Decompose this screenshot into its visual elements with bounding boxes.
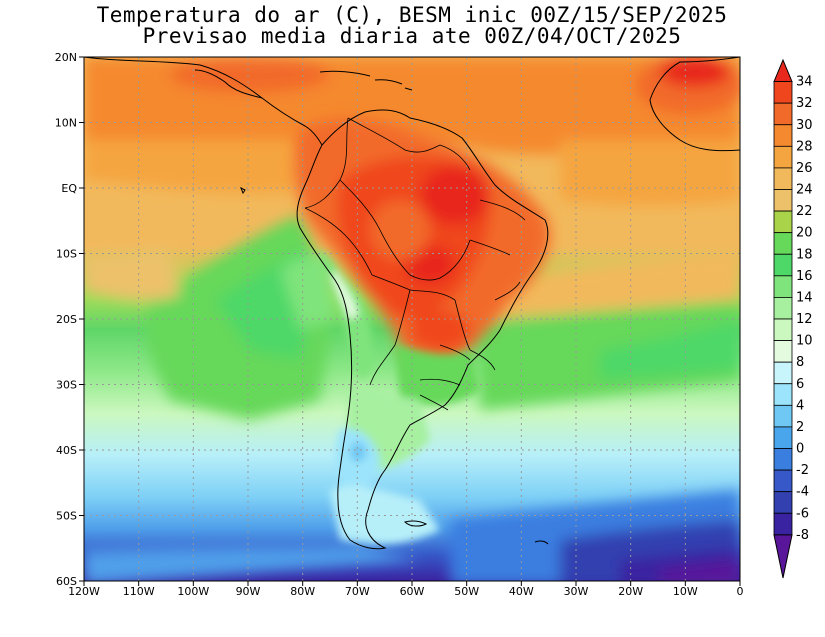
colorbar-label: 16 [796,269,813,284]
colorbar-label: 20 [796,226,813,241]
colorbar-bottom-arrow [773,534,793,579]
lon-label: 20W [618,585,643,598]
lat-label: 10S [56,248,77,261]
colorbar-label: 34 [796,75,813,90]
colorbar-swatch [773,512,793,536]
country-borders [304,117,526,411]
lon-label: 120W [68,585,100,598]
lat-label: 40S [56,444,77,457]
lon-label: 110W [123,585,155,598]
colorbar-swatch [773,448,793,471]
colorbar-top-arrow [773,58,793,83]
colorbar-label: 4 [796,398,804,413]
coastlines [84,57,740,550]
lat-label: 20N [55,51,77,64]
colorbar-swatch [773,404,793,428]
lon-label: 60W [400,585,425,598]
colorbar-swatch [773,361,793,385]
colorbar-label: 24 [796,183,813,198]
temperature-field [84,57,740,581]
lon-label: 30W [564,585,589,598]
colorbar-label: 14 [796,290,813,305]
lat-label: EQ [61,182,77,195]
andes-cool-strip [318,250,480,546]
colorbar-label: 26 [796,161,813,176]
lon-label: 10W [673,585,698,598]
colorbar-swatch [773,318,793,341]
colorbar-swatch [773,102,793,126]
lat-lon-grid [84,57,740,581]
colorbar-label: 22 [796,204,813,219]
lon-label: 100W [177,585,209,598]
colorbar-swatch [773,81,793,104]
continent-warm-core [294,118,551,374]
lat-label: 30S [56,379,77,392]
colorbar-swatch [773,124,793,147]
colorbar-label: -8 [796,528,809,543]
colorbar-label: -6 [796,506,809,521]
colorbar-label: 10 [796,334,813,349]
colorbar-swatch [773,145,793,169]
colorbar-label: 0 [796,442,804,457]
colorbar-label: 28 [796,139,813,154]
colorbar-swatch [773,383,793,406]
colorbar-swatch [773,210,793,234]
lon-label: 40W [509,585,534,598]
colorbar-label: -2 [796,463,809,478]
colorbar-swatch [773,426,793,449]
colorbar-label: 8 [796,355,804,370]
colorbar-swatch [773,491,793,514]
lon-label: 50W [454,585,479,598]
colorbar-swatch [773,232,793,255]
longitude-axis: 120W 110W 100W 90W 80W 70W 60W 50W 40W 30W 20W 10W 0 [68,581,744,598]
colorbar-label: 12 [796,312,813,327]
colorbar-swatch [773,469,793,493]
lat-label: 50S [56,510,77,523]
colorbar-swatch [773,253,793,277]
lat-label: 10N [55,117,77,130]
latitude-axis: 20N 10N EQ 10S 20S 30S 40S 50S 60S [55,51,84,588]
colorbar-label: 6 [796,377,804,392]
colorbar-label: 32 [796,96,813,111]
colorbar-swatch [773,340,793,363]
map-title-line-1: Temperatura do ar (C), BESM inic 00Z/15/… [96,3,728,27]
lon-label: 70W [345,585,370,598]
lon-label: 80W [290,585,315,598]
lat-label: 20S [56,313,77,326]
colorbar-label: 18 [796,247,813,262]
colorbar-label: -4 [796,485,809,500]
colorbar-swatch [773,297,793,320]
colorbar-swatch [773,167,793,190]
lat-label: 60S [56,575,77,588]
map-title-line-2: Previsao media diaria ate 00Z/04/OCT/202… [142,24,682,48]
lon-label: 0 [737,585,744,598]
lon-label: 90W [236,585,261,598]
colorbar-swatch [773,275,793,298]
colorbar-label: 30 [796,118,813,133]
colorbar-label: 2 [796,420,804,435]
colorbar-swatch [773,189,793,212]
